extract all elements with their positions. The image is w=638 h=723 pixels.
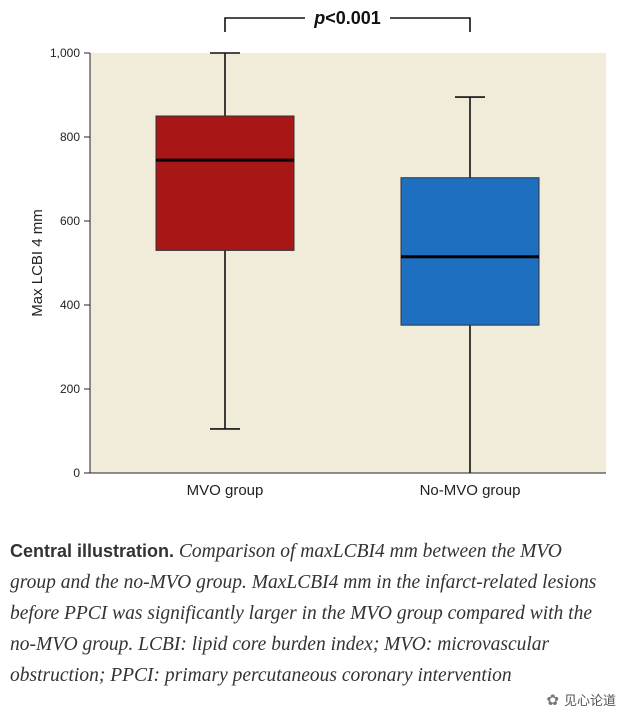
significance-bracket: p<0.001 <box>224 8 471 32</box>
wechat-icon: ✿ <box>546 690 559 709</box>
y-tick-label: 800 <box>60 130 80 144</box>
y-axis-ticks: 0 200 400 600 800 1,000 <box>50 46 90 480</box>
iqr-box <box>400 177 540 326</box>
iqr-box <box>155 115 295 251</box>
bracket-left <box>224 17 305 32</box>
p-threshold: <0.001 <box>325 8 381 28</box>
box-plot-chart: 0 200 400 600 800 1,000 Max LCBI 4 mm MVO gro… <box>29 8 606 499</box>
y-tick-label: 400 <box>60 298 80 312</box>
y-tick-label: 200 <box>60 382 80 396</box>
watermark-text: 见心论道 <box>563 694 616 709</box>
category-label: MVO group <box>187 482 264 499</box>
category-label: No-MVO group <box>420 482 521 499</box>
p-symbol: p <box>313 8 325 28</box>
y-tick-label: 600 <box>60 214 80 228</box>
y-axis-label: Max LCBI 4 mm <box>29 209 46 317</box>
watermark: ✿ 见心论道 <box>546 690 616 710</box>
boxes <box>155 52 540 473</box>
bracket-right <box>390 17 471 32</box>
p-value-label: p<0.001 <box>313 8 381 28</box>
caption-lead: Central illustration. <box>10 541 175 561</box>
y-tick-label: 0 <box>73 466 80 480</box>
category-labels: MVO group No-MVO group <box>187 482 521 499</box>
figure-caption: Central illustration. Comparison of maxL… <box>10 536 610 691</box>
box-mvo <box>155 52 295 430</box>
caption-text: Comparison of maxLCBI4 mm between the MV… <box>10 541 597 686</box>
box-no-mvo <box>400 96 540 473</box>
y-tick-label: 1,000 <box>50 46 80 60</box>
